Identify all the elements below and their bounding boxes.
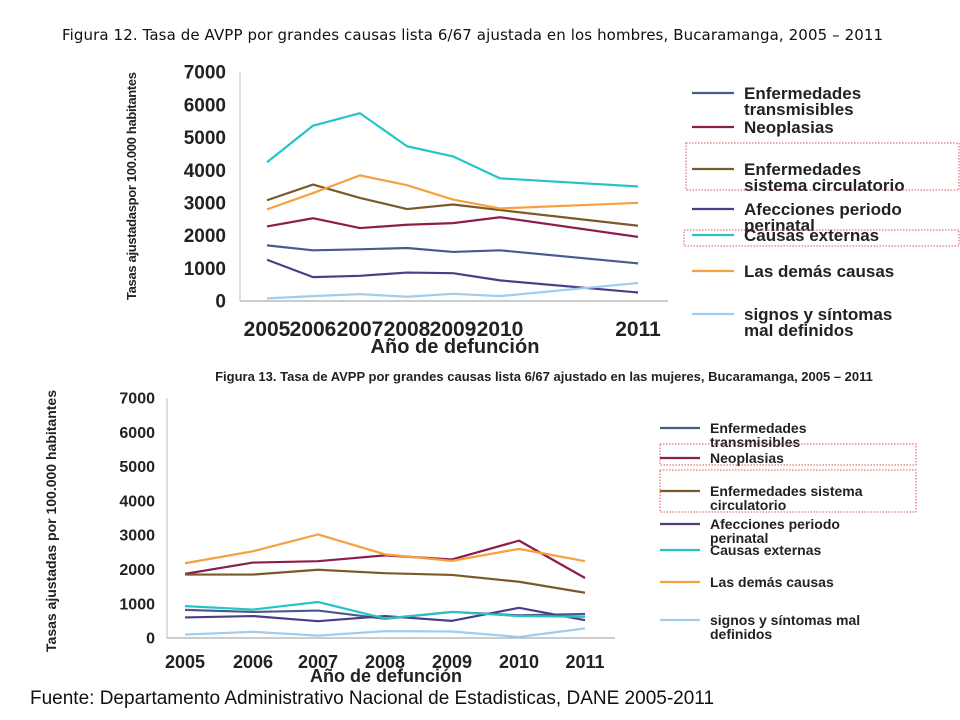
chart13-x-tick-label: 2006 <box>233 652 273 672</box>
chart13-legend-label: Afecciones periodo <box>710 516 840 532</box>
chart13-y-tick-label: 0 <box>146 631 155 648</box>
chart12-y-tick-label: 4000 <box>184 161 226 182</box>
chart13-x-tick-label: 2011 <box>565 652 604 672</box>
chart12-legend-highlight <box>685 142 960 191</box>
chart13-legend-label: Las demás causas <box>710 574 834 590</box>
chart12-legend-label: Enfermedades <box>744 160 861 179</box>
chart13-legend-label: circulatorio <box>710 497 786 513</box>
chart12-legend-label: Enfermedades <box>744 84 861 103</box>
chart12-legend-highlight <box>683 229 960 247</box>
chart12-legend-label: Causas externas <box>744 226 879 245</box>
chart13-y-tick-label: 5000 <box>119 459 155 476</box>
chart13-x-tick-label: 2005 <box>165 652 205 672</box>
chart12-legend-label: mal definidos <box>744 321 854 340</box>
chart12-x-axis-title: Año de defunción <box>371 336 540 358</box>
chart13-x-axis-title: Año de defunción <box>310 666 462 686</box>
chart12-x-tick-label: 2005 <box>244 318 291 341</box>
chart12-legend-label: signos y síntomas <box>744 305 892 324</box>
chart12-series-line <box>266 244 639 265</box>
chart13-y-tick-label: 4000 <box>119 493 155 510</box>
chart13-legend-label: transmisibles <box>710 434 800 450</box>
chart12-legend-label: Las demás causas <box>744 262 894 281</box>
chart13-x-tick-label: 2008 <box>365 652 405 672</box>
chart13-series-line <box>184 627 586 639</box>
chart12-legend-label: transmisibles <box>744 100 854 119</box>
chart13-series-line <box>184 533 586 565</box>
chart12-x-tick-label: 2010 <box>477 318 524 341</box>
chart13-title: Figura 13. Tasa de AVPP por grandes caus… <box>215 369 873 384</box>
chart13-legend-label: Causas externas <box>710 542 822 558</box>
chart13-y-tick-label: 7000 <box>119 391 155 408</box>
chart12-y-tick-label: 7000 <box>184 63 226 84</box>
chart13-y-tick-label: 3000 <box>119 528 155 545</box>
chart13-legend-label: Neoplasias <box>710 450 784 466</box>
chart13-legend-label: Enfermedades sistema <box>710 483 863 499</box>
chart12-y-tick-label: 5000 <box>184 128 226 149</box>
chart12-legend-label: Afecciones periodo <box>744 200 902 219</box>
chart12-y-axis-title: Tasas ajustadaspor 100.000 habitantes <box>124 72 139 300</box>
chart12-legend-label: sistema circulatorio <box>744 176 905 195</box>
chart13-y-axis-title: Tasas ajustadas por 100.000 habitantes <box>43 390 59 652</box>
chart13-legend-label: perinatal <box>710 530 768 546</box>
chart13-legend-highlight <box>659 443 917 466</box>
chart13-y-tick-label: 6000 <box>119 425 155 442</box>
chart12-legend-label: perinatal <box>744 216 815 235</box>
chart13-series-line <box>185 568 586 594</box>
chart13-x-tick-label: 2009 <box>432 652 472 672</box>
chart13-x-tick-label: 2007 <box>298 652 338 672</box>
chart13-x-tick-label: 2010 <box>499 652 539 672</box>
chart13-y-tick-label: 2000 <box>119 562 155 579</box>
chart13-legend-label: definidos <box>710 626 772 642</box>
chart12-series-line <box>266 281 639 300</box>
chart13-legend-label: Enfermedades <box>710 420 807 436</box>
chart12-y-tick-label: 3000 <box>184 194 226 215</box>
chart13-legend-highlight <box>659 469 917 513</box>
chart12-x-tick-label: 2011 <box>615 318 661 341</box>
slide-title: Figura 12. Tasa de AVPP por grandes caus… <box>62 26 884 44</box>
chart12-x-tick-label: 2009 <box>430 318 477 341</box>
chart12-y-tick-label: 1000 <box>184 259 226 280</box>
chart12-x-tick-label: 2006 <box>290 318 337 341</box>
source-note: Fuente: Departamento Administrativo Naci… <box>30 688 715 709</box>
chart12-legend-label: Neoplasias <box>744 118 834 137</box>
chart12-y-tick-label: 2000 <box>184 226 226 247</box>
chart12-x-tick-label: 2008 <box>384 318 431 341</box>
chart13-legend-label: signos y síntomas mal <box>710 612 860 628</box>
chart13-y-tick-label: 1000 <box>119 596 155 613</box>
chart12-series-line <box>266 112 639 188</box>
chart12-y-tick-label: 6000 <box>184 95 226 116</box>
chart12-x-tick-label: 2007 <box>337 318 384 341</box>
chart12-y-tick-label: 0 <box>215 292 226 313</box>
